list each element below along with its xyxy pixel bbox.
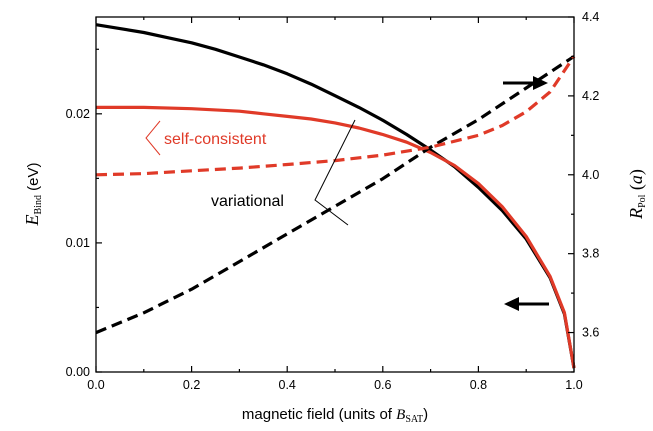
x-tick-label: 0.0 bbox=[87, 378, 104, 392]
x-tick-label: 0.6 bbox=[374, 378, 391, 392]
y-left-tick-label: 0.00 bbox=[66, 365, 90, 379]
x-axis-label: magnetic field (units of BSAT) bbox=[242, 406, 428, 425]
self-consistent-r-pol-line bbox=[95, 55, 576, 177]
plot-frame bbox=[95, 16, 575, 373]
x-tick-label: 0.4 bbox=[279, 378, 296, 392]
arrow-right-icon bbox=[503, 76, 548, 90]
ticks-layer: 0.0 0.2 0.4 0.6 0.8 1.0 0.00 0.01 0.02 3.6 3.8 4.0 4… bbox=[66, 10, 600, 392]
y-left-tick-label: 0.01 bbox=[66, 236, 90, 250]
x-tick-label: 1.0 bbox=[565, 378, 582, 392]
y-right-tick-label: 4.4 bbox=[582, 10, 599, 24]
y-right-tick-label: 4.2 bbox=[582, 89, 599, 103]
y-axis-right-label: RPol (a) bbox=[626, 169, 648, 220]
self-consistent-e-bind-line bbox=[96, 105, 576, 369]
y-right-tick-label: 3.6 bbox=[582, 326, 599, 340]
series-layer bbox=[95, 23, 576, 369]
y-left-tick-label: 0.02 bbox=[66, 107, 90, 121]
variational-annotation: variational bbox=[211, 193, 284, 210]
x-tick-label: 0.2 bbox=[183, 378, 200, 392]
y-axis-left-label: EBind (eV) bbox=[22, 163, 44, 227]
variational-r-pol-line bbox=[95, 55, 575, 335]
y-right-tick-label: 4.0 bbox=[582, 168, 599, 182]
self-consistent-annotation: self-consistent bbox=[164, 131, 267, 148]
variational-leader-line bbox=[314, 119, 356, 226]
arrow-left-icon bbox=[504, 297, 549, 311]
variational-e-bind-line bbox=[95, 23, 576, 369]
y-right-tick-label: 3.8 bbox=[582, 247, 599, 261]
self-consistent-leader-line bbox=[145, 120, 161, 156]
x-tick-label: 0.8 bbox=[470, 378, 487, 392]
